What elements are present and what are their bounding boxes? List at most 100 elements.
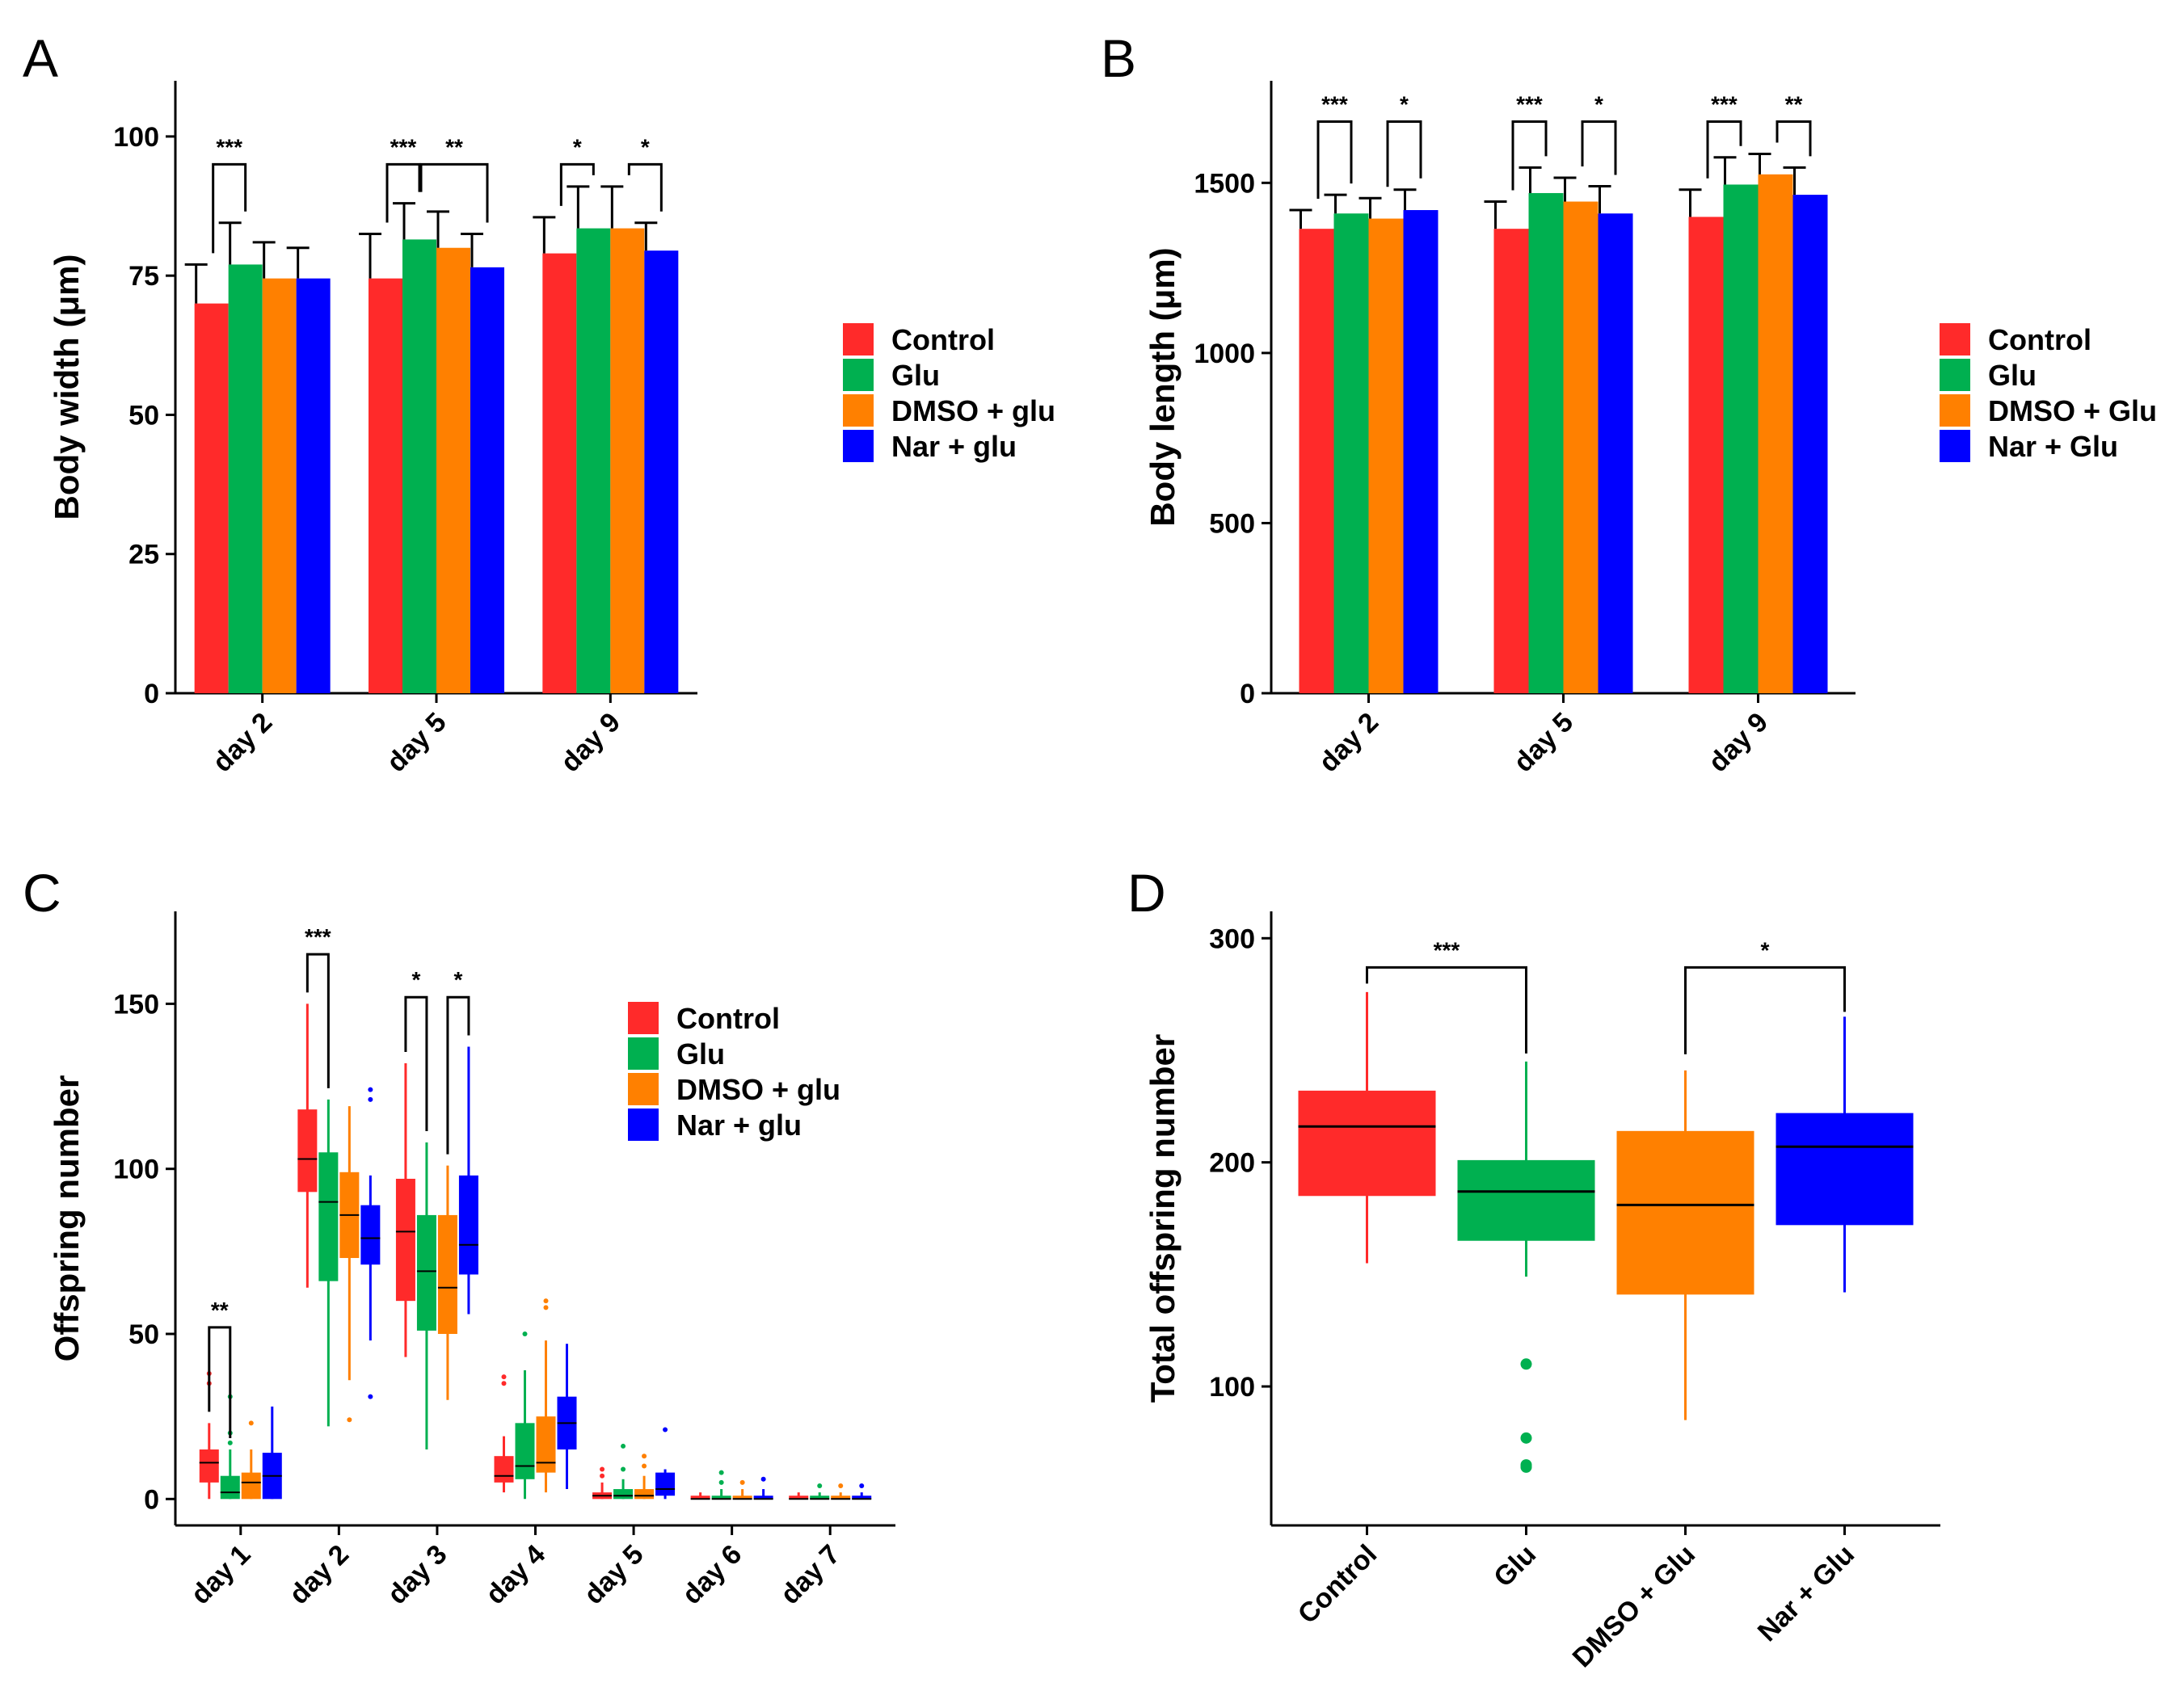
outlier-point bbox=[1520, 1459, 1532, 1471]
significance-bracket bbox=[1776, 120, 1812, 157]
y-axis-title: Body length (μm) bbox=[1144, 247, 1182, 526]
x-tick-label: day 5 bbox=[578, 1539, 649, 1610]
bar bbox=[1368, 218, 1404, 693]
y-tick-label: 75 bbox=[128, 261, 159, 292]
outlier-point bbox=[600, 1473, 605, 1479]
y-tick-label: 100 bbox=[113, 122, 159, 153]
legend-entry: DMSO + glu bbox=[891, 394, 1055, 427]
x-tick-label: day 9 bbox=[1703, 707, 1774, 778]
bar bbox=[470, 267, 504, 693]
outlier-point bbox=[859, 1483, 865, 1488]
legend-swatch bbox=[628, 1073, 659, 1105]
significance-label: * bbox=[1761, 937, 1770, 962]
legend-swatch bbox=[1940, 323, 1970, 355]
significance-label: *** bbox=[390, 134, 417, 159]
bar bbox=[1563, 201, 1599, 693]
outlier-point bbox=[621, 1466, 626, 1472]
box bbox=[536, 1416, 556, 1473]
legend-entry: Glu bbox=[1988, 359, 2037, 392]
box bbox=[655, 1472, 676, 1496]
bar bbox=[402, 239, 436, 694]
legend-swatch bbox=[843, 323, 874, 355]
x-tick-label: day 1 bbox=[185, 1539, 256, 1610]
legend-entry: Glu bbox=[676, 1037, 725, 1071]
significance-bracket bbox=[1386, 120, 1422, 187]
outlier-point bbox=[621, 1443, 626, 1449]
box bbox=[1616, 1130, 1754, 1295]
box bbox=[297, 1109, 318, 1193]
x-tick-label: Glu bbox=[1488, 1539, 1542, 1593]
y-tick-label: 0 bbox=[144, 679, 159, 709]
outlier-point bbox=[1520, 1432, 1532, 1444]
legend-swatch bbox=[628, 1002, 659, 1034]
x-tick-label: day 2 bbox=[1313, 707, 1384, 778]
x-tick-label: day 2 bbox=[284, 1539, 355, 1610]
y-axis-title: Body width (μm) bbox=[48, 255, 86, 520]
bar bbox=[1792, 195, 1828, 694]
outlier-point bbox=[522, 1331, 528, 1337]
box bbox=[220, 1475, 240, 1500]
outlier-point bbox=[739, 1479, 745, 1485]
significance-label: *** bbox=[305, 924, 331, 949]
legend-swatch bbox=[1940, 430, 1970, 462]
box bbox=[241, 1472, 261, 1500]
significance-bracket bbox=[1366, 965, 1527, 1054]
outlier-point bbox=[600, 1466, 605, 1472]
x-tick-label: day 2 bbox=[207, 707, 278, 778]
significance-bracket bbox=[446, 995, 470, 1155]
y-tick-label: 0 bbox=[144, 1484, 159, 1515]
outlier-point bbox=[368, 1394, 373, 1399]
outlier-point bbox=[718, 1470, 724, 1475]
bar bbox=[542, 253, 577, 694]
box bbox=[852, 1496, 872, 1500]
y-tick-label: 300 bbox=[1209, 923, 1255, 954]
significance-bracket bbox=[305, 953, 330, 1088]
legend-entry: Control bbox=[676, 1002, 780, 1035]
significance-bracket bbox=[1511, 120, 1548, 191]
panel-C: C 0 50 100 150 Offspring number day 1 day 2 day … bbox=[23, 863, 895, 1610]
legend-entry: Nar + glu bbox=[891, 430, 1017, 463]
panel-A: A 0 25 50 75 100 Body width (μm) day 2 day 5 day … bbox=[23, 28, 1055, 778]
bar bbox=[1598, 213, 1633, 693]
outlier-point bbox=[368, 1087, 373, 1092]
significance-bracket bbox=[404, 995, 428, 1132]
y-tick-label: 50 bbox=[128, 1319, 159, 1350]
legend-swatch bbox=[1940, 394, 1970, 427]
significance-bracket bbox=[1581, 120, 1617, 175]
box bbox=[831, 1496, 851, 1500]
significance-label: *** bbox=[1711, 92, 1738, 117]
bar bbox=[1493, 229, 1529, 693]
y-axis-title: Total offspring number bbox=[1144, 1034, 1182, 1403]
panel-label: B bbox=[1101, 28, 1136, 88]
significance-label: * bbox=[641, 134, 650, 159]
significance-label: *** bbox=[1321, 92, 1348, 117]
box bbox=[789, 1496, 809, 1500]
significance-bracket bbox=[559, 162, 595, 206]
x-tick-label: day 6 bbox=[676, 1539, 748, 1610]
panel-label: C bbox=[23, 863, 61, 923]
significance-bracket bbox=[627, 162, 663, 212]
outlier-point bbox=[1520, 1358, 1532, 1370]
box bbox=[318, 1152, 339, 1281]
significance-label: * bbox=[411, 967, 420, 992]
y-tick-label: 1500 bbox=[1194, 168, 1255, 199]
legend-entry: Glu bbox=[891, 359, 940, 392]
panel-B: B 0 500 1000 1500 Body length (μm) day 2 day 5 d… bbox=[1101, 28, 2157, 778]
significance-bracket bbox=[1684, 965, 1846, 1054]
x-tick-label: day 9 bbox=[555, 707, 626, 778]
significance-label: * bbox=[1400, 92, 1409, 117]
legend-entry: Control bbox=[1988, 323, 2091, 356]
outlier-point bbox=[248, 1420, 254, 1426]
bar bbox=[1688, 217, 1724, 693]
panel-D: D 100 200 300 Total offspring number Control G… bbox=[1127, 863, 1940, 1673]
x-tick-label: day 5 bbox=[381, 707, 452, 778]
bar bbox=[194, 303, 229, 693]
outlier-point bbox=[501, 1381, 507, 1386]
y-tick-label: 100 bbox=[1209, 1372, 1255, 1403]
outlier-point bbox=[663, 1427, 668, 1432]
box bbox=[810, 1496, 830, 1500]
bar bbox=[228, 264, 263, 693]
box bbox=[395, 1178, 415, 1302]
